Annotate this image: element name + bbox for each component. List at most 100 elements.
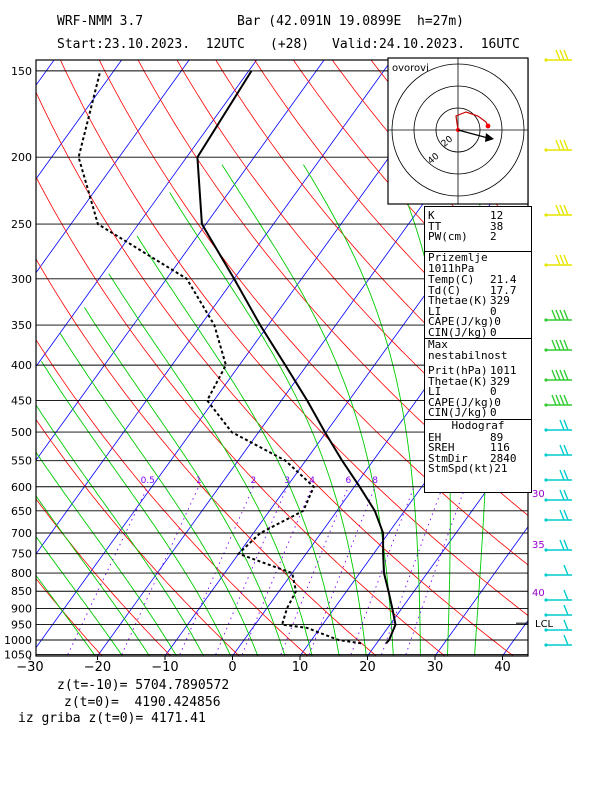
max-unstable-value: 0 [494,395,501,409]
hodograph-key: SREH [428,441,455,454]
pressure-tick-label: 250 [11,218,32,231]
wind-barb-feather [563,604,569,616]
index-row: PW(cm) 2 [425,230,531,243]
index-key: TT [428,219,442,233]
moist-adiabat-line [59,333,259,656]
wind-barb-feather [563,339,569,351]
wind-barb-feather [551,339,557,351]
pressure-tick-label: 450 [11,394,32,407]
wind-barb [544,539,572,552]
surface-key: Thetae(K) [428,294,488,307]
dry-adiabat-line [36,176,446,656]
wind-barb-feather [563,589,569,601]
wind-barb-feather [559,139,565,151]
isotherm-line [36,60,122,180]
temperature-tick-label: −20 [84,660,111,675]
surface-value: 0 [490,325,497,339]
dewpoint-profile-line [77,70,362,645]
isotherm-line [367,432,528,656]
surface-value: 0 [494,315,501,328]
station-info: Bar (42.091N 19.0899E h=27m) [237,14,464,29]
hodograph-panel: Hodograf EH 89 SREH 116 StmDir 2840 StmSpd(kt)… [424,419,532,493]
isotherm-line [36,60,190,274]
wind-barb-feather [559,489,565,501]
pressure-tick-label: 750 [11,548,32,561]
pressure-tick-label: 400 [11,359,32,372]
wind-barb-feather [559,394,565,406]
temperature-tick-label: −10 [151,660,178,675]
mixing-ratio-line [215,486,288,655]
mixing-ratio-line [405,486,466,655]
pressure-tick-label: 650 [11,505,32,518]
surface-row: Td(C) 17.7 [425,283,531,297]
dry-adiabat-line [176,60,528,468]
max-unstable-value: 1011 [490,364,517,377]
wind-barb [544,589,572,602]
wind-barb-feather [559,444,565,456]
surface-key: CAPE(J/kg) [428,315,495,328]
max-unstable-value: 329 [490,374,510,388]
wind-barb-feather [563,394,569,406]
hodograph-end-dot [485,123,491,129]
wind-barb [544,604,572,617]
pressure-tick-label: 200 [11,151,32,164]
wind-barb-feather [551,369,557,381]
wind-barb-feather [563,469,569,481]
wind-barb-feather [555,254,561,266]
dry-adiabat-line [594,50,600,657]
surface-value: 21.4 [490,273,517,286]
wind-barb [544,49,572,62]
wind-barb-dot [544,348,548,352]
wind-barb-feather [559,309,565,321]
wind-barb-dot [544,403,548,407]
hodograph-trace [455,111,489,131]
surface-key: CIN(J/kg) [428,325,488,339]
surface-value: 17.7 [490,283,517,297]
footer-line-1: z(t=-10)= 5704.7890572 [57,678,230,693]
moist-adiabat-line [136,235,340,656]
hodograph-ring [413,85,503,175]
wind-barb-feather [563,634,569,646]
wind-barb-feather [559,419,565,431]
wind-barb-feather [559,539,565,551]
hodograph-row: EH 89 [425,430,531,444]
surface-key: LI [428,304,442,318]
wind-barb-dot [544,613,548,617]
indices-panel: K 12 TT 38 PW(cm) 2 [424,206,532,252]
temperature-tick-label: 20 [359,660,376,675]
pressure-tick-label: 1000 [4,634,32,647]
mixing-ratio-line [67,486,149,655]
theta-e-label: 30 [532,489,545,500]
wind-barb-dot [544,378,548,382]
surface-row: Temp(C) 21.4 [425,273,531,286]
max-unstable-value: 0 [490,406,497,419]
wind-barb [544,139,572,152]
max-unstable-row: Prit(hPa) 1011 [425,364,531,377]
wind-barb-feather [555,204,561,216]
pressure-tick-label: 850 [11,585,32,598]
mixing-ratio-label: 4 [309,476,315,486]
wind-barb-feather [559,369,565,381]
wind-barb-feather [555,394,561,406]
wind-barb-dot [544,58,548,62]
surface-value: 329 [490,294,510,307]
index-value: 2 [490,230,497,243]
wind-barb [544,419,572,432]
mixing-ratio-line [179,486,254,655]
hodograph-row: StmDir 2840 [425,453,531,465]
max-unstable-row: CAPE(J/kg) 0 [425,395,531,409]
isotherm-line [570,60,600,656]
hodograph-ring [391,63,525,197]
temperature-tick-label: 0 [228,660,236,675]
surface-row: CAPE(J/kg) 0 [425,315,531,328]
wind-barb [544,509,572,522]
wind-barb-dot [544,453,548,457]
index-value: 12 [490,209,504,222]
surface-key: Td(C) [428,283,462,297]
wind-barb-feather [563,619,569,631]
max-unstable-value: 0 [490,385,497,398]
surface-row: Thetae(K) 329 [425,294,531,307]
max-unstable-key: Prit(hPa) [428,364,488,377]
footer-line-2: z(t=0)= 4190.424856 [64,695,221,710]
hodograph-value: 89 [490,430,504,444]
